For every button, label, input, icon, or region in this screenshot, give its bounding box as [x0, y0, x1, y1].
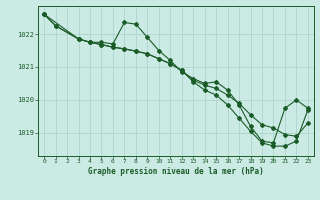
- X-axis label: Graphe pression niveau de la mer (hPa): Graphe pression niveau de la mer (hPa): [88, 167, 264, 176]
